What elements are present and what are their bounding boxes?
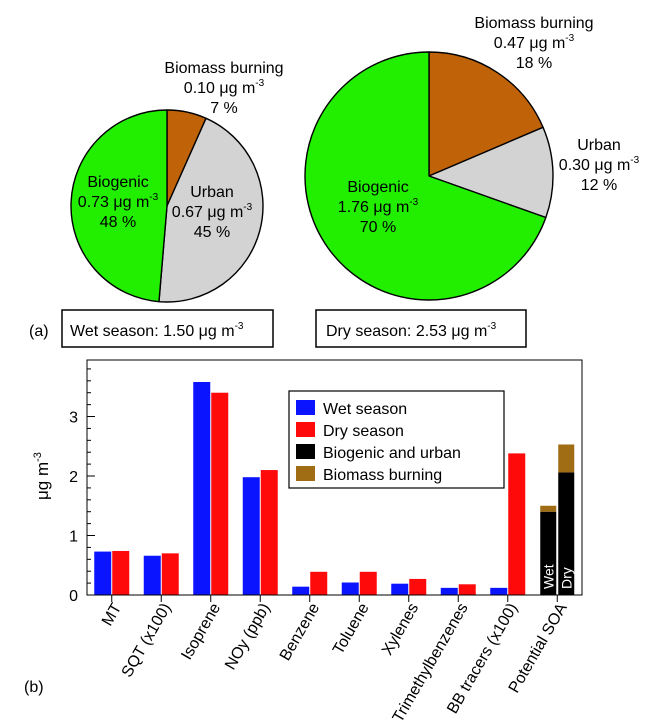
wet-season-title: Wet season: 1.50 μg m-3 — [70, 321, 244, 340]
bar-wet-1 — [143, 555, 161, 595]
y-tick-label: 1 — [69, 529, 78, 546]
slice-label-percent: 48 % — [100, 214, 136, 231]
potential-soa-bar-label: Wet — [540, 564, 556, 589]
slice-label-percent: 70 % — [360, 219, 396, 236]
x-tick-label: Xylenes — [379, 601, 422, 659]
bar-wet-6 — [391, 583, 409, 595]
slice-label-percent: 12 % — [581, 177, 617, 194]
slice-label-value: 0.47 μg m-3 — [494, 33, 575, 52]
bar-dry-7 — [458, 584, 476, 595]
legend-entry: Biomass burning — [323, 467, 442, 484]
slice-label-name: Biogenic — [347, 179, 408, 196]
y-tick-label: 3 — [69, 410, 78, 427]
pie-slice-urban — [158, 117, 264, 303]
legend-box — [288, 390, 505, 489]
y-axis-label: μg m-3 — [32, 452, 52, 500]
pie-slice-biogenic — [304, 51, 547, 301]
panel-a-label: (a) — [29, 323, 49, 340]
legend-swatch — [296, 422, 315, 437]
pie-slice-urban — [428, 126, 554, 219]
slice-label-name: Biomass burning — [164, 60, 283, 77]
x-tick-label: MT — [99, 600, 125, 629]
bar-wet-2 — [193, 382, 211, 595]
bars-layer: Wet Dry — [94, 382, 575, 595]
bar-potential-soa-wet-biomass-burning — [540, 505, 557, 512]
slice-label-name: Biogenic — [87, 174, 148, 191]
slice-label-name: Urban — [577, 137, 621, 154]
legend: Wet season Dry season Biogenic and urban Bi… — [288, 390, 505, 489]
bar-dry-0 — [112, 550, 130, 595]
y-tick-label: 2 — [69, 469, 78, 486]
dry-season-title: Dry season: 2.53 μg m-3 — [326, 321, 497, 340]
slice-label-percent: 7 % — [210, 100, 238, 117]
bar-wet-5 — [341, 582, 359, 595]
x-tick-label: Isoprene — [178, 600, 224, 663]
bar-potential-soa-wet-biogenic-urban — [540, 511, 557, 595]
wet-season-title-box — [61, 309, 274, 348]
y-tick-label: 0 — [69, 588, 78, 605]
bar-plot-frame — [86, 359, 583, 596]
pie-slice-biomass-burning — [428, 51, 544, 177]
bar-wet-7 — [440, 587, 458, 595]
slice-label-value: 0.10 μg m-3 — [184, 78, 265, 97]
legend-entry: Dry season — [323, 423, 404, 440]
x-tick-label: SQT (x100) — [119, 601, 175, 681]
pie-slice-biogenic — [70, 109, 168, 303]
bar-wet-4 — [292, 586, 310, 595]
x-tick-label: Benzene — [277, 600, 323, 663]
slice-label-percent: 45 % — [194, 224, 230, 241]
slice-label-value: 0.30 μg m-3 — [559, 155, 640, 174]
slice-label-value: 1.76 μg m-3 — [338, 197, 419, 216]
dry-season-title-box — [315, 309, 527, 348]
bar-dry-3 — [260, 470, 278, 595]
legend-swatch — [296, 444, 315, 459]
bar-dry-5 — [359, 571, 377, 595]
bar-dry-1 — [161, 553, 179, 595]
bar-wet-3 — [242, 477, 260, 595]
legend-swatch — [296, 400, 315, 415]
bar-wet-8 — [490, 587, 508, 595]
legend-entry: Biogenic and urban — [323, 445, 461, 462]
bar-wet-0 — [94, 551, 112, 595]
legend-swatch — [296, 466, 315, 481]
y-axis: 0 1 2 3 — [69, 368, 95, 605]
bar-dry-6 — [409, 578, 427, 595]
bar-dry-4 — [310, 571, 328, 595]
legend-entry: Wet season — [323, 401, 407, 418]
slice-label-value: 0.73 μg m-3 — [78, 192, 159, 211]
slice-label-name: Biomass burning — [474, 15, 593, 32]
bar-potential-soa-dry-biogenic-urban — [558, 472, 575, 595]
bar-dry-2 — [211, 392, 229, 595]
potential-soa-bar-label: Dry — [558, 567, 574, 589]
slice-label-value: 0.67 μg m-3 — [172, 202, 253, 221]
bar-potential-soa-dry-biomass-burning — [558, 444, 575, 473]
x-tick-label: NOy (ppb) — [222, 601, 274, 673]
panel-b-label: (b) — [24, 679, 44, 696]
slice-label-percent: 18 % — [516, 55, 552, 72]
x-tick-label: Toluene — [330, 600, 373, 657]
slice-label-name: Urban — [190, 184, 234, 201]
bar-dry-8 — [508, 453, 526, 595]
